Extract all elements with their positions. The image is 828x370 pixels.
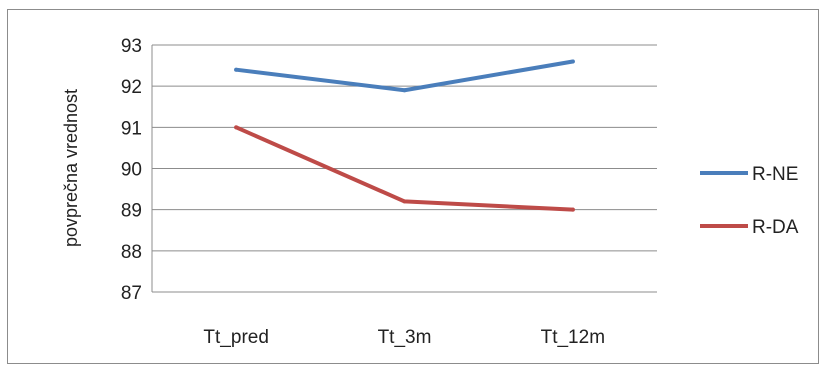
data-point xyxy=(402,199,407,204)
data-point xyxy=(234,67,239,72)
y-tick-label: 89 xyxy=(121,201,142,222)
legend-label-r-ne: R-NE xyxy=(752,164,798,185)
y-tick-label: 90 xyxy=(121,160,142,181)
y-tick-label: 88 xyxy=(121,242,142,263)
x-tick-labels: Tt_pred Tt_3m Tt_12m xyxy=(203,327,605,348)
y-tick-label: 91 xyxy=(121,118,142,139)
y-axis-title: povprečna vrednost xyxy=(61,89,81,247)
legend-label-r-da: R-DA xyxy=(752,217,799,238)
x-tick-label: Tt_12m xyxy=(541,327,605,348)
legend: R-NE R-DA xyxy=(700,164,799,238)
y-tick-label: 93 xyxy=(121,36,142,57)
y-tick-labels: 87 88 89 90 91 92 93 xyxy=(121,36,142,304)
y-tick-label: 92 xyxy=(121,77,142,98)
y-tick-label: 87 xyxy=(121,283,142,304)
chart-frame xyxy=(7,9,819,364)
data-point xyxy=(570,207,575,212)
series-lines xyxy=(234,59,575,212)
data-point xyxy=(234,125,239,130)
x-tick-label: Tt_3m xyxy=(378,327,432,348)
data-point xyxy=(570,59,575,64)
data-point xyxy=(402,88,407,93)
x-tick-label: Tt_pred xyxy=(203,327,268,348)
gridlines xyxy=(151,44,657,293)
